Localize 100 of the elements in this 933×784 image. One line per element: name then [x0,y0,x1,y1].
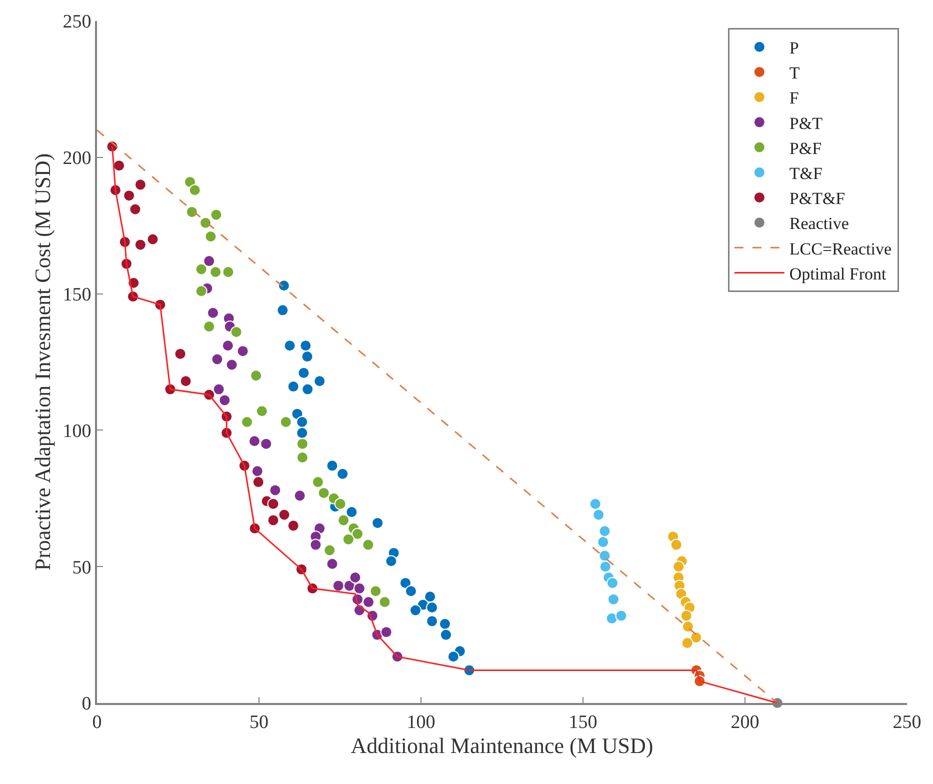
point [298,366,310,379]
point [310,538,322,551]
point [606,612,618,624]
point [113,160,126,172]
point [200,216,212,229]
point [353,582,366,594]
point [211,353,224,366]
point [592,508,605,521]
point [180,375,192,388]
point [195,285,208,298]
point [284,340,296,352]
legend-label: P&T&F [789,189,846,208]
point [334,498,346,510]
point [241,416,254,428]
point [346,506,358,518]
point [134,238,146,251]
point [385,555,398,568]
point [440,628,452,641]
y-tick-label: 250 [62,12,92,33]
point [378,596,391,608]
point [312,476,324,488]
y-tick-label: 0 [82,694,92,715]
point [186,206,198,218]
point [267,498,280,510]
point [342,533,354,546]
point [230,326,242,338]
point [287,380,300,393]
point [380,626,392,638]
point [204,230,217,243]
point [362,596,375,608]
point [248,435,260,448]
point [682,620,694,633]
point [447,650,460,663]
point [336,468,349,480]
y-tick-label: 100 [62,420,92,442]
x-tick-label: 50 [250,712,268,733]
point [326,558,338,570]
point [212,383,225,396]
y-tick-label: 200 [62,148,92,170]
point [672,560,685,573]
point [690,632,702,644]
point [123,190,136,202]
legend-label: Reactive [789,214,849,234]
point [134,178,146,191]
point [296,438,308,450]
x-tick-label: 200 [730,712,760,733]
x-tick-label: 150 [568,712,598,733]
point [426,615,438,628]
point [324,544,336,556]
legend-label: F [789,88,799,108]
point [267,514,280,526]
point [251,465,264,478]
point [399,576,412,589]
point [203,320,216,333]
legend-label: T&F [789,164,822,183]
point [296,451,308,464]
point [296,426,308,439]
point [252,476,264,488]
point [606,576,618,589]
y-tick-label: 150 [62,284,92,306]
point [318,486,330,499]
point [438,618,451,630]
point [426,602,438,614]
y-axis-title: Proactive Adaptation Invesment Cost (M USD) [30,153,55,571]
point [146,233,159,246]
legend-label: P&T [789,114,824,133]
point [332,580,344,592]
point [195,263,208,276]
legend-label: LCC=Reactive [789,239,892,258]
point [409,604,422,616]
point [278,508,290,521]
point [236,345,249,358]
point [260,438,272,450]
point [300,340,312,352]
point [218,394,231,406]
point [280,416,292,428]
point [599,560,612,573]
point [338,514,350,526]
x-tick-label: 250 [892,712,922,733]
point [352,528,364,540]
point [296,416,308,428]
point [597,536,610,548]
point [314,375,326,388]
point [362,538,374,551]
point [680,610,692,622]
point [404,585,417,598]
point [276,304,289,316]
point [287,520,300,532]
point [681,636,694,649]
legend-label: T [789,64,800,83]
point [129,203,142,216]
point [256,405,268,418]
point [598,550,611,562]
point [222,340,234,352]
point [589,498,602,510]
point [302,383,314,396]
point [372,516,384,529]
point [210,208,222,221]
x-axis-title: Additional Maintenance (M USD) [350,732,654,758]
point [203,255,216,268]
